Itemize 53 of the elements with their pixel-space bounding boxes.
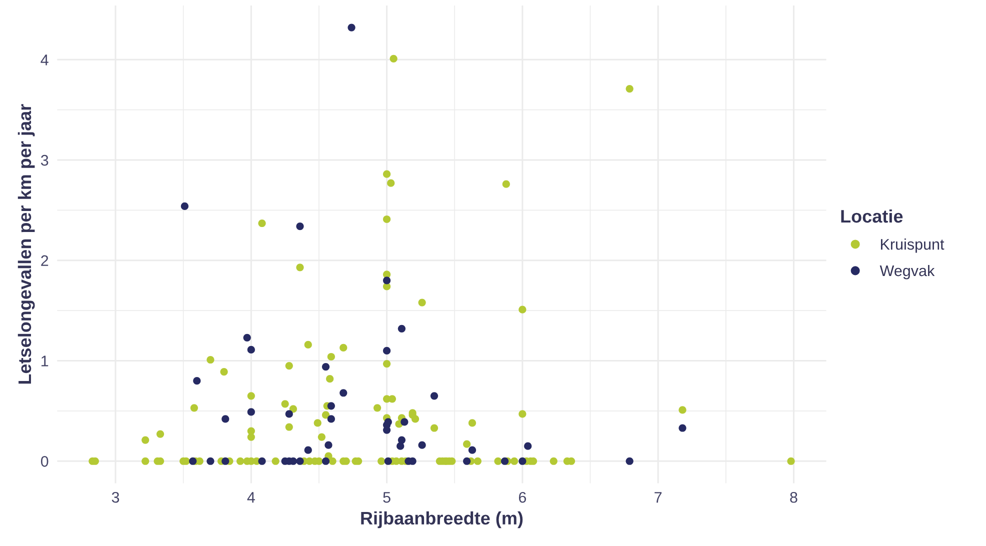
legend-label: Wegvak bbox=[880, 264, 935, 280]
y-tick-label: 1 bbox=[42, 356, 48, 366]
point bbox=[296, 457, 304, 465]
x-tick-label: 4 bbox=[247, 492, 255, 503]
point bbox=[189, 457, 197, 465]
point bbox=[468, 446, 476, 454]
point bbox=[222, 415, 230, 423]
point bbox=[222, 457, 230, 465]
point bbox=[285, 410, 293, 418]
point bbox=[304, 446, 312, 454]
y-tick-label: 2 bbox=[41, 255, 48, 266]
point bbox=[322, 457, 330, 465]
point bbox=[296, 222, 304, 230]
y-tick-label: 0 bbox=[40, 456, 48, 467]
point bbox=[400, 418, 408, 426]
point bbox=[430, 392, 438, 400]
x-tick-label: 7 bbox=[654, 492, 662, 503]
point bbox=[327, 402, 335, 410]
point bbox=[382, 346, 391, 355]
x-tick-label: 8 bbox=[790, 492, 798, 503]
point bbox=[193, 377, 201, 385]
point bbox=[626, 457, 634, 465]
point bbox=[340, 389, 348, 397]
point bbox=[398, 436, 406, 444]
point bbox=[501, 457, 509, 465]
point bbox=[247, 408, 255, 416]
point bbox=[206, 457, 214, 465]
legend-title: Locatie bbox=[841, 209, 903, 223]
point bbox=[524, 442, 532, 450]
x-tick-label: 6 bbox=[518, 492, 526, 503]
point bbox=[518, 457, 526, 465]
point bbox=[396, 442, 404, 450]
point bbox=[418, 441, 426, 449]
point bbox=[398, 324, 406, 332]
point bbox=[247, 346, 255, 354]
point bbox=[322, 362, 330, 371]
legend-label: Kruispunt bbox=[880, 238, 944, 253]
point bbox=[324, 441, 332, 449]
x-tick-label: 5 bbox=[383, 492, 390, 503]
point bbox=[243, 334, 251, 342]
y-axis-title: Letselongevallen per km per jaar bbox=[18, 104, 35, 384]
point bbox=[180, 202, 188, 210]
point bbox=[348, 24, 356, 32]
point bbox=[327, 415, 335, 423]
point bbox=[258, 457, 266, 465]
point bbox=[463, 457, 471, 465]
y-tick-label: 3 bbox=[40, 154, 48, 166]
x-axis-title: Rijbaanbreedte (m) bbox=[361, 511, 523, 528]
point bbox=[384, 457, 392, 465]
x-tick-label: 3 bbox=[112, 492, 120, 503]
point bbox=[382, 276, 391, 284]
point bbox=[678, 424, 686, 432]
y-tick-label: 4 bbox=[40, 54, 48, 66]
